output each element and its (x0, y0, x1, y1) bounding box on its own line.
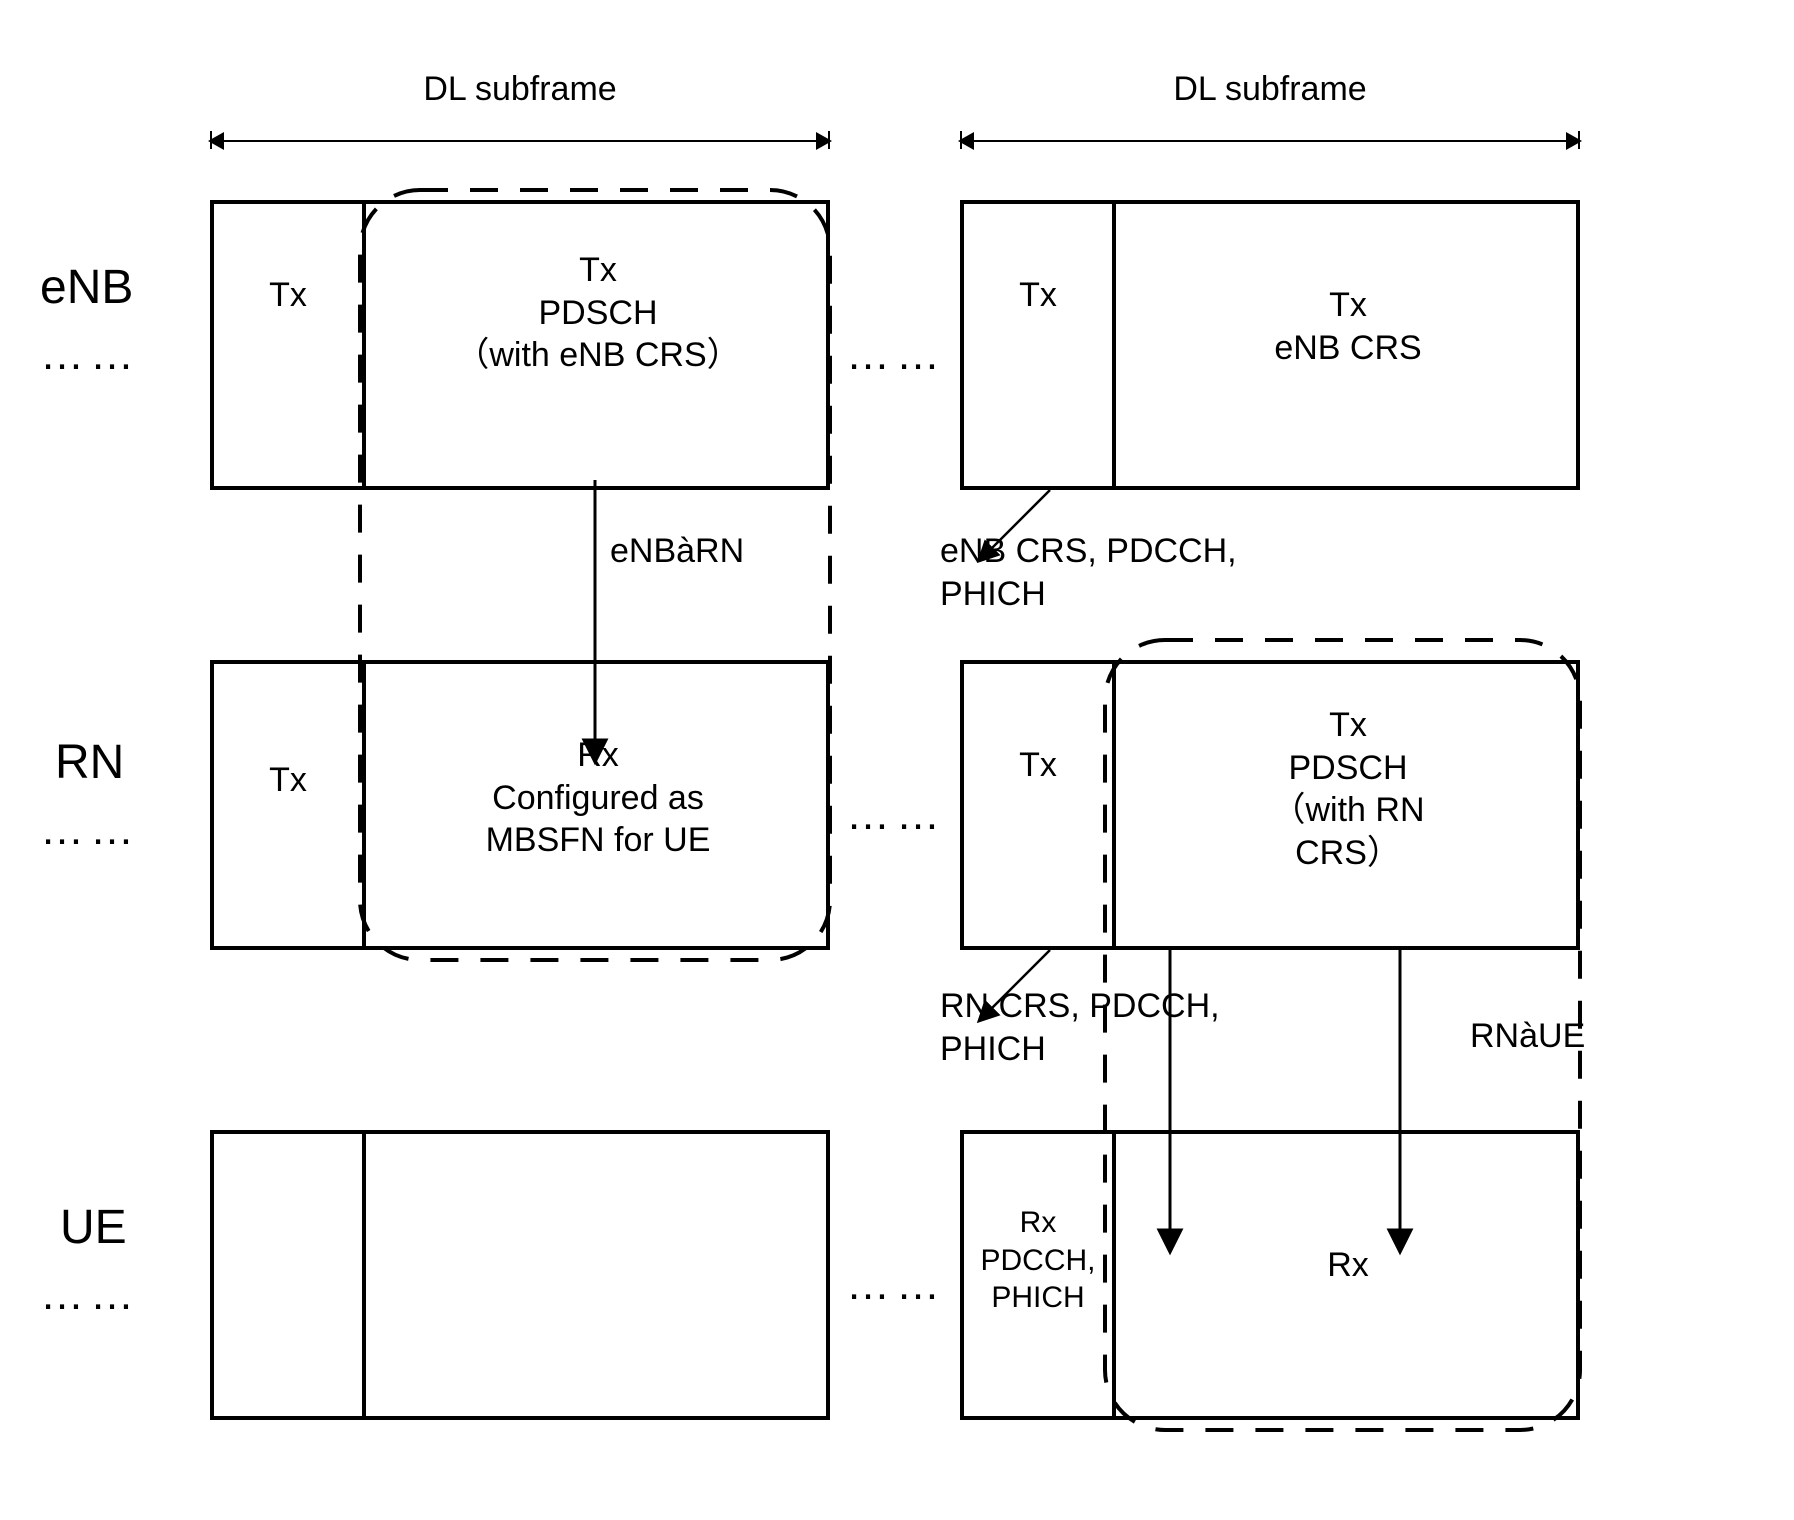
row-label-ue: UE (60, 1200, 127, 1255)
frame-rn-left: Tx Rx Configured as MBSFN for UE (210, 660, 830, 950)
frame-rn-right: Tx Tx PDSCH （with RN CRS） (960, 660, 1580, 950)
subframe-label-right: DL subframe (960, 70, 1580, 109)
label-enb-to-rn: eNBàRN (610, 530, 744, 573)
frame-enb-left: Tx Tx PDSCH （with eNB CRS） (210, 200, 830, 490)
cell-ue-left-a (210, 1130, 366, 1420)
label-enb-crs: eNB CRS, PDCCH, PHICH (940, 530, 1237, 615)
subframe-label-left: DL subframe (210, 70, 830, 109)
dim-tick-l1 (210, 131, 212, 149)
frame-ue-left (210, 1130, 830, 1420)
cell-ue-right-a: Rx PDCCH, PHICH (960, 1130, 1116, 1420)
cell-rn-right-a: Tx (960, 660, 1116, 950)
center-dots-ue: …… (846, 1260, 946, 1310)
dim-tick-r1 (960, 131, 962, 149)
dim-tick-r2 (1578, 131, 1580, 149)
row-dots-ue: …… (40, 1270, 140, 1320)
center-dots-rn: …… (846, 790, 946, 840)
frame-ue-right: Rx PDCCH, PHICH Rx (960, 1130, 1580, 1420)
label-rn-crs: RN CRS, PDCCH, PHICH (940, 985, 1220, 1070)
cell-ue-right-b: Rx (1116, 1244, 1580, 1287)
cell-enb-right-a: Tx (960, 200, 1116, 490)
row-dots-enb: …… (40, 330, 140, 380)
cell-rn-left-b: Rx Configured as MBSFN for UE (366, 734, 830, 862)
dim-bar-left (210, 140, 830, 142)
row-dots-rn: …… (40, 805, 140, 855)
diagram-stage: DL subframe DL subframe eNB …… RN …… UE … (40, 40, 1754, 1480)
label-rn-to-ue: RNàUE (1470, 1015, 1585, 1058)
cell-enb-left-a: Tx (210, 200, 366, 490)
cell-rn-left-a: Tx (210, 660, 366, 950)
dim-tick-l2 (828, 131, 830, 149)
cell-rn-right-b: Tx PDSCH （with RN CRS） (1116, 704, 1580, 874)
row-label-enb: eNB (40, 260, 133, 315)
frame-enb-right: Tx Tx eNB CRS (960, 200, 1580, 490)
cell-enb-left-b: Tx PDSCH （with eNB CRS） (366, 249, 830, 377)
row-label-rn: RN (55, 735, 124, 790)
dim-bar-right (960, 140, 1580, 142)
center-dots-enb: …… (846, 330, 946, 380)
cell-enb-right-b: Tx eNB CRS (1116, 284, 1580, 369)
